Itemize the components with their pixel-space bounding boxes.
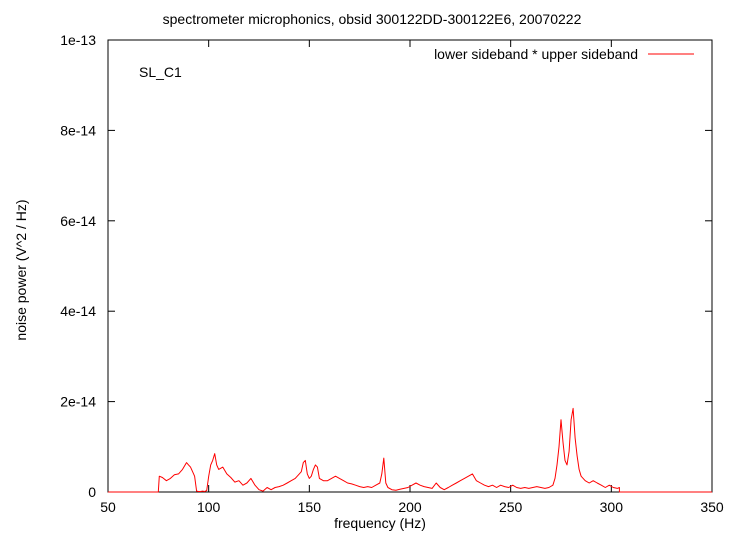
chart-title: spectrometer microphonics, obsid 300122D…: [163, 11, 582, 27]
y-tick-label: 1e-13: [60, 32, 96, 48]
x-tick-label: 50: [100, 499, 116, 515]
x-tick-label: 150: [298, 499, 322, 515]
x-axis-label: frequency (Hz): [334, 515, 426, 531]
plot-annotation: SL_C1: [139, 64, 182, 80]
legend-label: lower sideband * upper sideband: [434, 46, 638, 62]
y-tick-label: 8e-14: [60, 122, 96, 138]
y-tick-label: 2e-14: [60, 394, 96, 410]
series-line: [108, 407, 712, 493]
legend: lower sideband * upper sideband: [434, 46, 694, 62]
x-tick-label: 100: [197, 499, 221, 515]
y-axis-label: noise power (V^2 / Hz): [13, 199, 29, 340]
x-tick-label: 200: [398, 499, 422, 515]
x-axis: 50 100 150 200 250 300 350: [100, 40, 724, 515]
x-tick-label: 300: [600, 499, 624, 515]
x-tick-label: 350: [700, 499, 724, 515]
plot-frame: [107, 39, 713, 493]
y-tick-label: 6e-14: [60, 213, 96, 229]
y-axis: 0 2e-14 4e-14 6e-14 8e-14 1e-13: [60, 32, 712, 500]
y-tick-label: 4e-14: [60, 303, 96, 319]
x-tick-label: 250: [499, 499, 523, 515]
y-tick-label: 0: [88, 484, 96, 500]
